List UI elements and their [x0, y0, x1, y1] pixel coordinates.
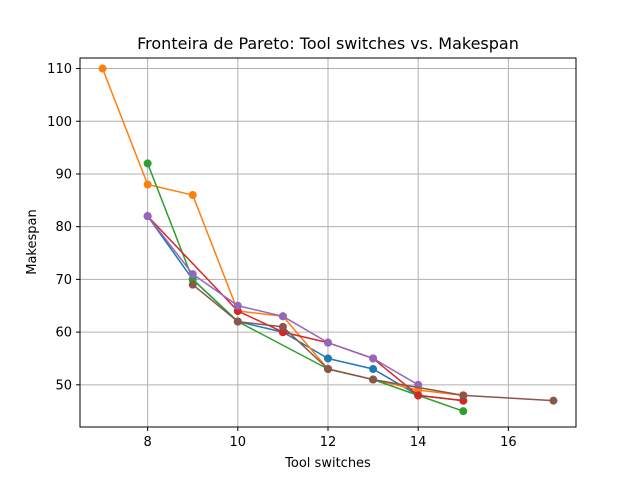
y-axis-label: Makespan — [25, 209, 40, 274]
data-point — [278, 312, 287, 321]
tick-layer: 8 10 12 14 16 50 60 70 80 90 100 110 — [47, 62, 516, 450]
data-point — [369, 375, 378, 384]
chart-title: Fronteira de Pareto: Tool switches vs. M… — [137, 34, 519, 53]
x-axis-label: Tool switches — [284, 456, 371, 471]
series-5 — [143, 212, 423, 389]
x-tick-label: 14 — [410, 435, 427, 450]
data-point — [278, 322, 287, 331]
data-point — [233, 301, 242, 310]
data-point — [549, 396, 558, 405]
series-line — [101, 68, 464, 397]
x-tick-label: 10 — [230, 435, 247, 450]
series-layer — [98, 64, 558, 416]
series-line — [147, 215, 419, 386]
y-tick-label: 80 — [55, 220, 72, 235]
x-tick-label: 8 — [143, 435, 151, 450]
data-point — [324, 338, 332, 347]
x-tick-label: 12 — [320, 435, 337, 450]
data-point — [188, 191, 197, 200]
data-point — [459, 391, 468, 400]
y-tick-label: 60 — [55, 326, 72, 341]
data-point — [414, 391, 423, 400]
series-4 — [143, 212, 468, 405]
data-point — [324, 354, 332, 363]
data-point — [459, 407, 468, 416]
data-point — [369, 354, 378, 363]
series-1 — [143, 212, 468, 405]
x-tick-label: 16 — [500, 435, 517, 450]
data-point — [324, 365, 332, 374]
data-point — [188, 270, 197, 279]
data-point — [188, 280, 197, 289]
grid-layer — [80, 58, 576, 427]
series-6 — [188, 280, 558, 405]
data-point — [143, 159, 152, 168]
series-line — [147, 215, 464, 402]
y-tick-label: 110 — [47, 62, 72, 77]
data-point — [233, 317, 242, 326]
data-point — [369, 365, 378, 374]
y-tick-label: 50 — [55, 378, 72, 393]
series-2 — [98, 64, 468, 400]
series-line — [147, 215, 464, 402]
data-point — [143, 212, 152, 221]
data-point — [98, 64, 107, 73]
y-tick-label: 70 — [55, 273, 72, 288]
y-tick-label: 100 — [47, 115, 72, 130]
data-point — [143, 180, 152, 189]
y-tick-label: 90 — [55, 167, 72, 182]
